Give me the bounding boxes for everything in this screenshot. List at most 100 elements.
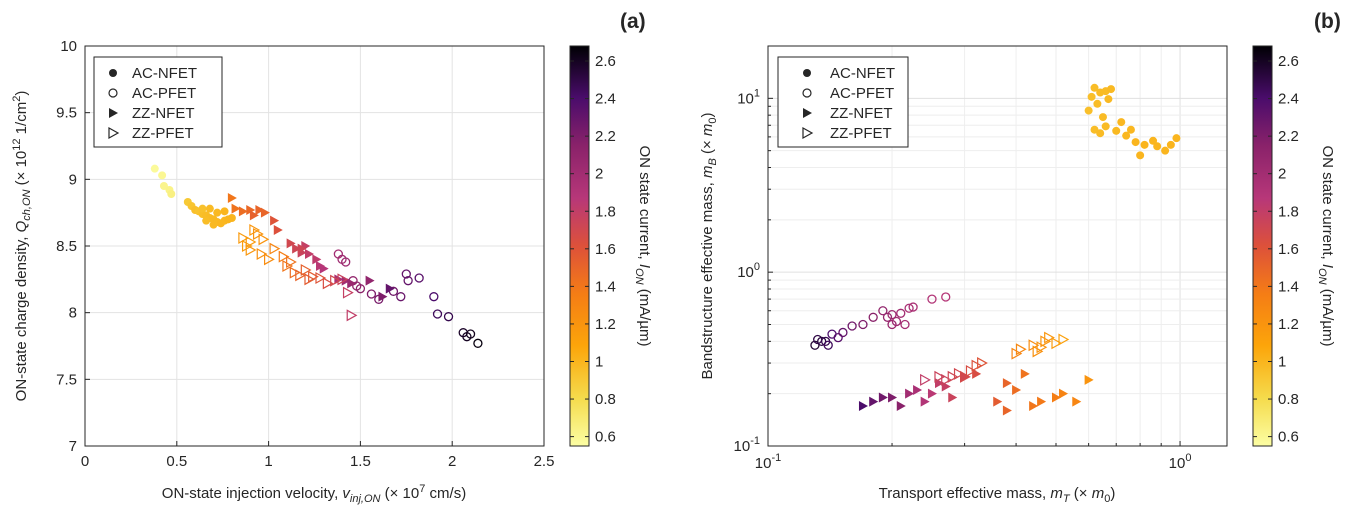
point-ac-nfet <box>1096 129 1105 138</box>
colorbar-tick-label: 1.6 <box>1278 241 1299 258</box>
point-zz-pfet <box>977 357 988 370</box>
legend-ac-pfet-label: AC-PFET <box>132 85 196 102</box>
point-zz-nfet <box>286 238 296 249</box>
point-zz-pfet <box>330 274 341 287</box>
panel-b-colorbar-label: ON state current, ION (mA/µm) <box>1316 145 1336 346</box>
point-zz-pfet <box>258 233 270 246</box>
point-zz-pfet <box>953 367 965 380</box>
point-zz-nfet <box>1020 368 1030 379</box>
colorbar-tick-label: 0.8 <box>595 391 616 408</box>
point-ac-pfet <box>896 308 906 318</box>
point-zz-nfet <box>255 205 265 215</box>
point-ac-pfet <box>858 319 868 330</box>
colorbar-tick-label: 1.2 <box>595 316 616 333</box>
x-tick-label: 1 <box>264 453 272 470</box>
panel-b-points <box>810 83 1181 416</box>
point-ac-nfet <box>202 216 211 225</box>
panel-a-xlabel: ON-state injection velocity, vinj,ON (× … <box>162 483 466 505</box>
panel-b-xticks: 10-1 100 <box>755 441 1191 472</box>
point-ac-nfet <box>167 190 176 198</box>
point-zz-nfet <box>365 275 375 286</box>
point-ac-nfet <box>1131 138 1140 147</box>
y-tick-label: 9.5 <box>56 105 77 122</box>
colorbar-tick-label: 1.8 <box>595 203 616 220</box>
colorbar-tick-label: 1.6 <box>595 241 616 258</box>
point-zz-pfet <box>342 286 354 299</box>
point-ac-nfet <box>1122 131 1131 140</box>
panel-a-ylabel: ON-state charge density, Qch,ON (× 1012 … <box>11 91 33 402</box>
point-zz-pfet <box>295 269 307 282</box>
point-ac-nfet <box>1084 106 1093 115</box>
point-zz-pfet <box>322 277 334 290</box>
point-zz-nfet <box>385 283 395 294</box>
panel-b-ylabel: Bandstructure effective mass, mB (× m0) <box>699 112 719 379</box>
colorbar-tick-label: 1.4 <box>595 278 616 295</box>
point-ac-nfet <box>159 182 168 190</box>
point-zz-nfet <box>1029 400 1039 411</box>
point-zz-nfet <box>231 203 241 214</box>
legend-b-zz-nfet-label: ZZ-NFET <box>830 105 892 122</box>
point-ac-nfet <box>1153 142 1162 151</box>
y-tick-label: 8 <box>69 305 77 322</box>
point-ac-nfet <box>213 208 222 217</box>
point-ac-pfet <box>810 340 820 350</box>
x-tick-label: 1.5 <box>350 453 371 470</box>
point-ac-pfet <box>403 276 413 286</box>
point-zz-pfet <box>337 273 349 286</box>
point-ac-nfet <box>150 164 159 173</box>
y-tick-label: 7.5 <box>56 371 77 388</box>
point-zz-nfet <box>347 278 357 289</box>
point-ac-nfet <box>1090 83 1099 92</box>
point-ac-nfet <box>1126 125 1135 134</box>
panel-b-colorbar-gradient <box>1252 45 1273 447</box>
colorbar-tick-label: 2.2 <box>595 128 616 145</box>
point-zz-nfet <box>948 392 958 403</box>
point-ac-pfet <box>891 316 902 327</box>
point-ac-pfet <box>882 312 893 322</box>
x-tick-label: 0 <box>81 453 89 470</box>
y-tick-label: 100 <box>737 261 760 281</box>
point-zz-pfet <box>282 259 294 273</box>
point-ac-pfet <box>465 329 476 339</box>
colorbar-tick-label: 2 <box>595 166 603 183</box>
point-ac-nfet <box>1101 122 1110 131</box>
colorbar-tick-label: 0.6 <box>595 429 616 446</box>
panel-a-colorbar: 0.6 0.8 1 1.2 1.4 1.6 1.8 2 2.2 2.4 2.6 ON state c… <box>569 45 653 447</box>
point-zz-nfet <box>378 291 388 302</box>
point-zz-pfet <box>269 242 281 255</box>
colorbar-tick-label: 1.8 <box>1278 203 1299 220</box>
legend-zz-nfet-icon <box>109 108 118 118</box>
point-ac-nfet <box>1112 126 1121 135</box>
point-ac-nfet <box>1136 151 1145 160</box>
point-zz-pfet <box>238 231 250 245</box>
point-zz-pfet <box>934 370 946 383</box>
point-ac-nfet <box>198 204 207 213</box>
point-zz-pfet <box>286 255 297 269</box>
point-zz-pfet <box>304 273 316 286</box>
legend-b-zz-nfet-icon <box>803 108 812 118</box>
panel-b-legend-box <box>777 56 909 148</box>
point-zz-pfet <box>959 370 971 383</box>
point-zz-pfet <box>315 271 327 285</box>
point-zz-pfet <box>920 373 931 386</box>
point-zz-nfet <box>297 243 307 254</box>
point-zz-nfet <box>878 392 888 403</box>
point-zz-nfet <box>1072 396 1082 407</box>
panel-a-colorbar-ticks: 0.6 0.8 1 1.2 1.4 1.6 1.8 2 2.2 2.4 2.6 <box>570 53 616 446</box>
panel-a-points <box>150 164 483 348</box>
point-ac-pfet <box>429 292 439 302</box>
y-tick-label: 9 <box>69 171 77 188</box>
point-ac-pfet <box>396 292 406 302</box>
point-zz-nfet <box>1002 405 1012 416</box>
point-ac-pfet <box>473 338 483 348</box>
point-zz-pfet <box>1036 341 1048 354</box>
y-tick-label: 10 <box>60 38 77 55</box>
point-zz-pfet <box>941 373 952 386</box>
point-ac-pfet <box>823 340 833 350</box>
point-zz-pfet <box>256 247 268 261</box>
point-zz-nfet <box>1052 392 1062 403</box>
legend-zz-pfet-icon <box>108 126 120 140</box>
y-tick-label: 7 <box>69 438 77 455</box>
point-zz-pfet <box>1051 337 1063 350</box>
